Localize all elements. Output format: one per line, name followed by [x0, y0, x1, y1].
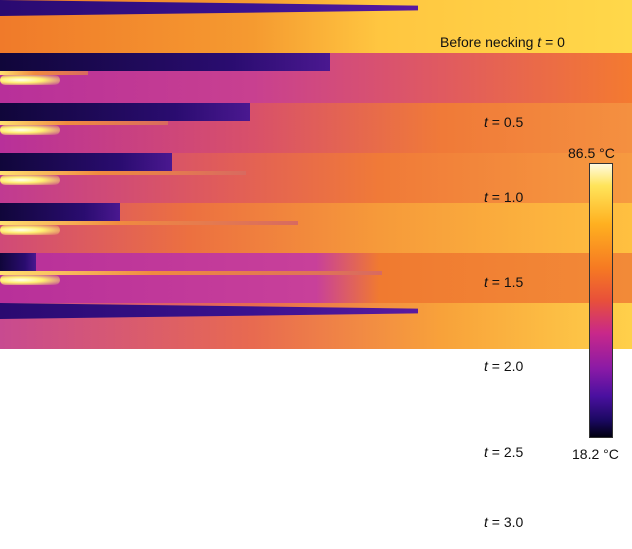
- panel-label: Before necking t = 0: [440, 34, 565, 50]
- thermal-image: [0, 253, 632, 303]
- time-symbol: t: [484, 274, 488, 290]
- panel-label: t = 2.0: [484, 358, 523, 374]
- specimen: [0, 203, 120, 221]
- panel-label: t = 1.5: [484, 274, 523, 290]
- panel-label: t = 2.5: [484, 444, 523, 460]
- time-symbol: t: [484, 189, 488, 205]
- time-value: = 2.0: [492, 358, 524, 374]
- time-value: = 0: [545, 34, 565, 50]
- time-symbol: t: [484, 514, 488, 530]
- figure: 86.5 °C 18.2 °C Before necking t = 0t = …: [0, 0, 632, 549]
- time-value: = 2.5: [492, 444, 524, 460]
- hot-spot: [0, 225, 60, 235]
- panel-label: t = 3.0: [484, 514, 523, 530]
- time-symbol: t: [484, 444, 488, 460]
- colorbar: [589, 163, 613, 438]
- hot-spot: [0, 75, 60, 85]
- colorbar-max-label: 86.5 °C: [568, 145, 615, 161]
- time-symbol: t: [484, 114, 488, 130]
- specimen: [0, 153, 172, 171]
- specimen: [0, 303, 418, 319]
- panel-label: t = 1.0: [484, 189, 523, 205]
- specimen: [0, 0, 418, 16]
- time-value: = 1.5: [492, 274, 524, 290]
- hot-spot: [0, 175, 60, 185]
- thermal-image: [0, 153, 632, 203]
- time-symbol: t: [484, 358, 488, 374]
- thermal-image: [0, 303, 632, 349]
- thermal-image: [0, 203, 632, 253]
- specimen: [0, 103, 250, 121]
- time-value: = 0.5: [492, 114, 524, 130]
- trail: [0, 271, 382, 275]
- time-symbol: t: [537, 34, 541, 50]
- thermal-image: [0, 103, 632, 153]
- hot-spot: [0, 125, 60, 135]
- hot-spot: [0, 275, 60, 285]
- label-prefix: Before necking: [440, 34, 533, 50]
- specimen: [0, 53, 330, 71]
- colorbar-min-label: 18.2 °C: [572, 446, 619, 462]
- panel-label: t = 0.5: [484, 114, 523, 130]
- specimen: [0, 253, 36, 271]
- time-value: = 1.0: [492, 189, 524, 205]
- time-value: = 3.0: [492, 514, 524, 530]
- thermal-image: [0, 53, 632, 103]
